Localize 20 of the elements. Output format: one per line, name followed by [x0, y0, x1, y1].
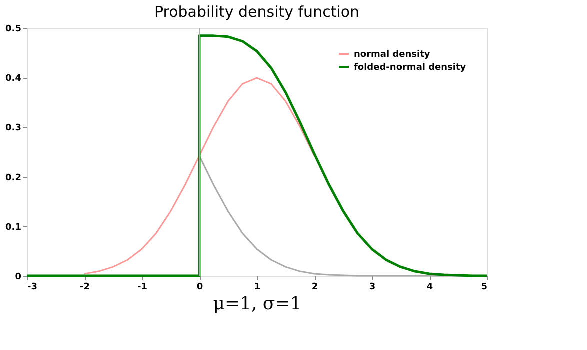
x-axis-title: μ=1, σ=1 — [213, 294, 302, 314]
y-tick-label: 0.3 — [6, 124, 22, 134]
y-tick-label: 0 — [15, 272, 22, 282]
x-tick-label: 5 — [481, 282, 488, 292]
x-tick-label: -2 — [80, 282, 90, 292]
legend-label: normal density — [354, 50, 430, 60]
x-tick-label: 1 — [254, 282, 261, 292]
line-series — [84, 77, 316, 275]
x-tick-label: 4 — [426, 282, 434, 292]
x-tick-label: -3 — [28, 282, 38, 292]
y-tick-label: 0.4 — [6, 74, 22, 84]
x-tick-label: -1 — [138, 282, 148, 292]
y-tick-label: 0.5 — [6, 24, 22, 34]
y-tick-label: 0.2 — [6, 173, 22, 184]
chart-title: Probability density function — [154, 3, 360, 21]
x-tick-label: 3 — [369, 282, 376, 292]
legend-label: folded-normal density — [354, 63, 466, 73]
x-tick-label: 0 — [196, 282, 204, 292]
y-tick-label: 0.1 — [6, 222, 22, 233]
x-tick-label: 2 — [312, 282, 318, 292]
